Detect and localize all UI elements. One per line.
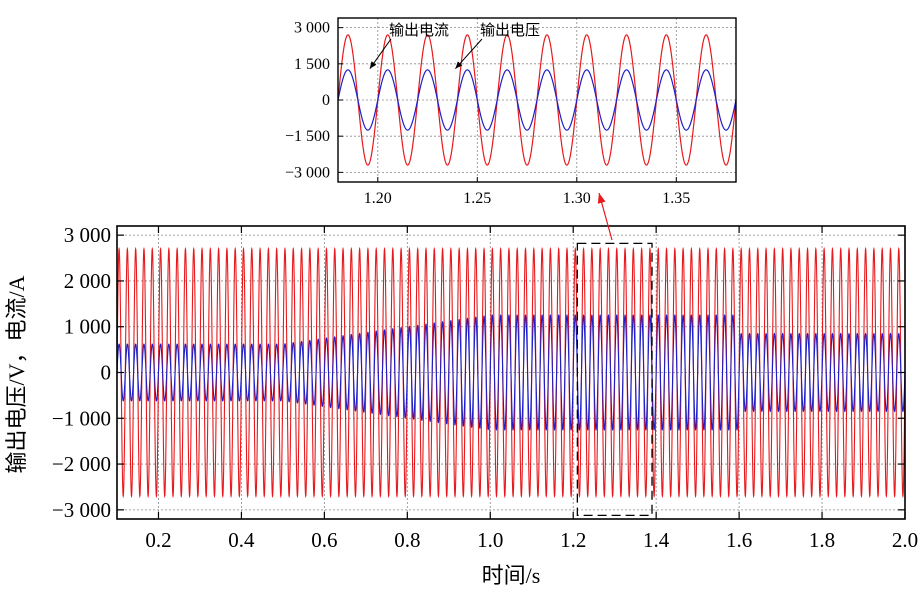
- main-y-tick-label: −2 000: [52, 452, 111, 476]
- main-x-tick-label: 1.8: [809, 528, 835, 552]
- inset-x-tick-label: 1.30: [563, 190, 591, 207]
- inset-x-tick-label: 1.20: [364, 190, 392, 207]
- main-y-tick-label: 1 000: [64, 315, 111, 339]
- main-x-tick-label: 0.8: [394, 528, 420, 552]
- main-ticks: [117, 226, 906, 519]
- inset-annotations: 输出电流 输出电压: [369, 22, 540, 69]
- inset-annotation-label: 输出电流: [389, 22, 449, 39]
- main-x-tick-label: 2.0: [892, 528, 918, 552]
- main-y-tick-label: −3 000: [52, 498, 111, 522]
- inset-chart: 1.20 1.25 1.30 1.35 3 000 1 500 0 −1 500 −3 000…: [285, 17, 737, 207]
- inset-x-tick-label: 1.35: [662, 190, 690, 207]
- main-x-tick-label: 0.4: [228, 528, 255, 552]
- inset-annotation-label: 输出电压: [480, 22, 540, 39]
- zoom-box: [576, 242, 653, 516]
- inset-x-tick-label: 1.25: [463, 190, 491, 207]
- main-y-tick-label: −1 000: [52, 406, 111, 430]
- main-x-tick-label: 1.0: [477, 528, 503, 552]
- main-series-blue-line: [116, 314, 906, 431]
- main-y-tick-label: 3 000: [64, 223, 111, 247]
- inset-annotation-arrowhead: [455, 61, 463, 69]
- inset-y-tick-label: 3 000: [294, 20, 330, 37]
- main-x-tick-label: 1.2: [560, 528, 586, 552]
- inset-annotation-arrowhead: [369, 61, 377, 69]
- inset-y-tick-label: −3 000: [285, 164, 330, 181]
- inset-series-blue-line: [337, 69, 737, 131]
- main-y-tick-labels: 3 000 2 000 1 000 0 −1 000 −2 000 −3 000: [52, 223, 111, 522]
- inset-y-tick-label: −1 500: [285, 128, 330, 145]
- inset-plot-area: [337, 34, 737, 166]
- inset-grid: [338, 18, 736, 182]
- inset-y-tick-label: 0: [322, 92, 330, 109]
- main-x-tick-label: 1.6: [726, 528, 752, 552]
- inset-ticks: [338, 27, 677, 182]
- zoom-arrow: [597, 192, 613, 241]
- main-y-tick-label: 0: [101, 361, 112, 385]
- inset-x-tick-labels: 1.20 1.25 1.30 1.35: [364, 190, 691, 207]
- main-chart: 0.2 0.4 0.6 0.8 1.0 1.2 1.4 1.6 1.8 2.0 3 000 2 00…: [4, 223, 918, 588]
- x-axis-title: 时间/s: [482, 563, 541, 588]
- main-x-tick-label: 0.6: [311, 528, 337, 552]
- inset-y-tick-label: 1 500: [294, 56, 330, 73]
- main-x-tick-label: 1.4: [643, 528, 670, 552]
- main-plot-area: [116, 246, 906, 499]
- main-y-tick-label: 2 000: [64, 269, 111, 293]
- main-x-tick-label: 0.2: [145, 528, 171, 552]
- inset-y-tick-labels: 3 000 1 500 0 −1 500 −3 000: [285, 20, 330, 182]
- y-axis-title: 输出电压/V，电流/A: [4, 275, 29, 473]
- main-x-tick-labels: 0.2 0.4 0.6 0.8 1.0 1.2 1.4 1.6 1.8 2.0: [145, 528, 918, 552]
